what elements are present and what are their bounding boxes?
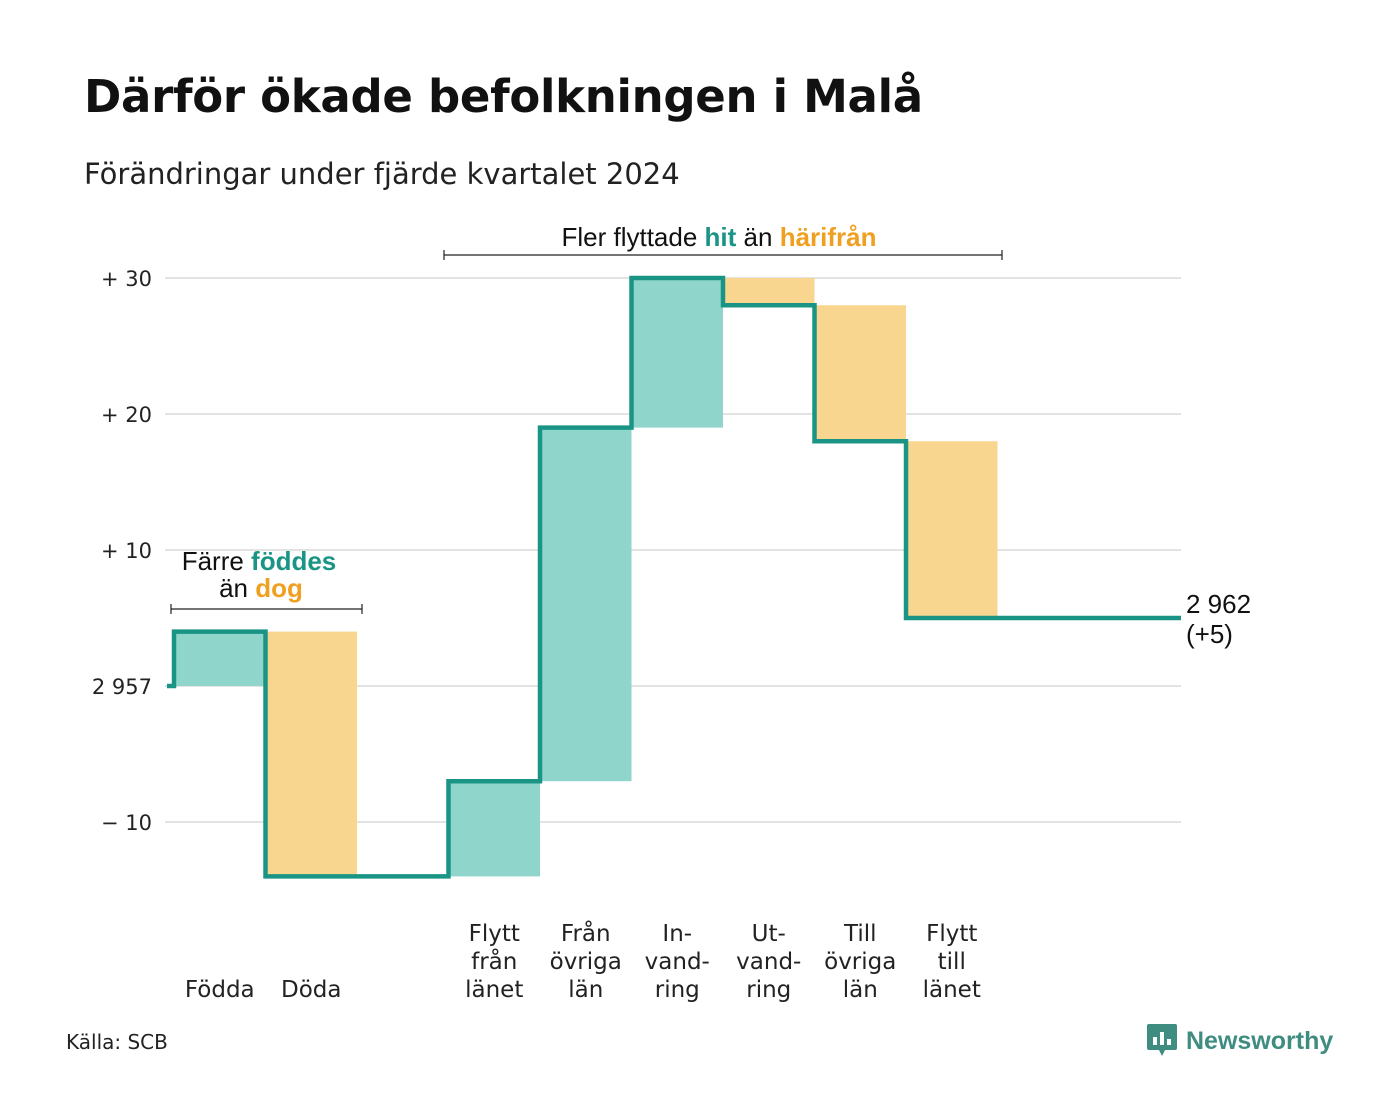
annotation-births-bracket [170, 604, 363, 614]
end-value-label: 2 962 [1186, 589, 1251, 619]
chart-subtitle: Förändringar under fjärde kvartalet 2024 [84, 157, 680, 191]
y-tick-label: − 10 [101, 811, 152, 835]
category-label: Från övriga län [550, 919, 622, 1003]
annotation-births-deaths: Färre föddes än dog [170, 546, 363, 614]
brand-name: Newsworthy [1186, 1026, 1334, 1055]
category-label: Döda [281, 977, 341, 1003]
step-line [167, 275, 1181, 879]
y-axis-ticks: − 10 2 957 + 10 + 20 + 30 [92, 267, 152, 835]
y-tick-label: + 30 [101, 267, 152, 291]
bar [906, 441, 998, 618]
newsworthy-icon [1147, 1024, 1177, 1056]
y-tick-label: + 10 [101, 539, 152, 563]
annotation-births-line1: Färre föddes [182, 546, 337, 576]
waterfall-step-line [167, 275, 1181, 879]
category-label: Flytt till länet [923, 921, 981, 1003]
waterfall-chart: − 10 2 957 + 10 + 20 + 30 Födda Döda Flytt från… [92, 222, 1251, 1003]
bar [448, 781, 540, 877]
source-note: Källa: SCB [66, 1030, 168, 1054]
category-label: Födda [185, 977, 255, 1003]
annotation-migration-bracket [443, 250, 1003, 260]
y-tick-label: 2 957 [92, 675, 152, 699]
y-tick-label: + 20 [101, 403, 152, 427]
bar [814, 305, 906, 442]
bar [540, 427, 632, 782]
newsworthy-logo: Newsworthy [1146, 1022, 1333, 1060]
category-label: Flytt från länet [465, 921, 523, 1003]
x-axis-categories: Födda Döda Flytt från länet Från övriga län In-v… [185, 919, 981, 1003]
annotation-births-line2: än dog [219, 573, 303, 603]
bar [723, 278, 815, 306]
category-label: In-vand-ring [645, 921, 710, 1003]
bar [631, 278, 723, 428]
chart-title: Därför ökade befolkningen i Malå [84, 70, 923, 123]
bars [174, 278, 998, 877]
end-change-label: (+5) [1186, 619, 1233, 649]
annotation-migration-text: Fler flyttade hit än härifrån [561, 222, 876, 252]
bar [265, 631, 357, 877]
category-label: Ut-vand-ring [736, 921, 801, 1003]
bar [174, 631, 266, 686]
category-label: Till övriga län [824, 921, 896, 1003]
annotation-migration: Fler flyttade hit än härifrån [443, 222, 1003, 260]
